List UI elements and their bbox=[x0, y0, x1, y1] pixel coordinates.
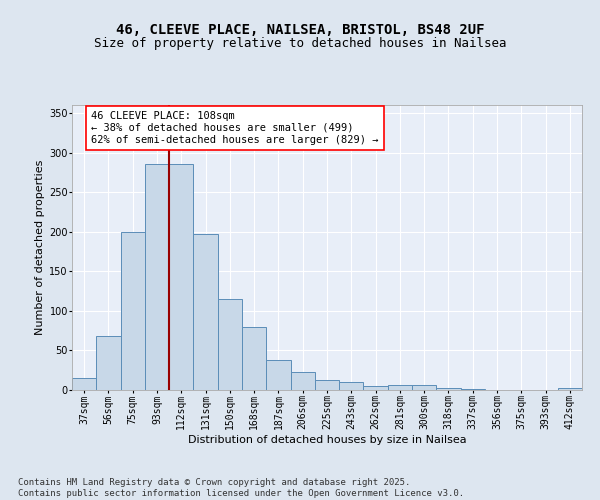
Bar bbox=[72, 378, 96, 390]
Bar bbox=[436, 388, 461, 390]
Bar bbox=[412, 385, 436, 390]
Text: Size of property relative to detached houses in Nailsea: Size of property relative to detached ho… bbox=[94, 38, 506, 51]
Bar bbox=[339, 382, 364, 390]
Text: Contains HM Land Registry data © Crown copyright and database right 2025.
Contai: Contains HM Land Registry data © Crown c… bbox=[18, 478, 464, 498]
Bar bbox=[169, 164, 193, 390]
Bar bbox=[242, 326, 266, 390]
Bar bbox=[193, 234, 218, 390]
Bar bbox=[96, 336, 121, 390]
X-axis label: Distribution of detached houses by size in Nailsea: Distribution of detached houses by size … bbox=[188, 435, 466, 445]
Bar bbox=[121, 232, 145, 390]
Bar bbox=[461, 389, 485, 390]
Bar bbox=[315, 380, 339, 390]
Bar bbox=[290, 372, 315, 390]
Bar bbox=[558, 388, 582, 390]
Y-axis label: Number of detached properties: Number of detached properties bbox=[35, 160, 45, 335]
Bar bbox=[145, 164, 169, 390]
Bar bbox=[218, 299, 242, 390]
Bar bbox=[364, 386, 388, 390]
Text: 46, CLEEVE PLACE, NAILSEA, BRISTOL, BS48 2UF: 46, CLEEVE PLACE, NAILSEA, BRISTOL, BS48… bbox=[116, 22, 484, 36]
Bar bbox=[388, 385, 412, 390]
Bar bbox=[266, 360, 290, 390]
Text: 46 CLEEVE PLACE: 108sqm
← 38% of detached houses are smaller (499)
62% of semi-d: 46 CLEEVE PLACE: 108sqm ← 38% of detache… bbox=[91, 112, 379, 144]
